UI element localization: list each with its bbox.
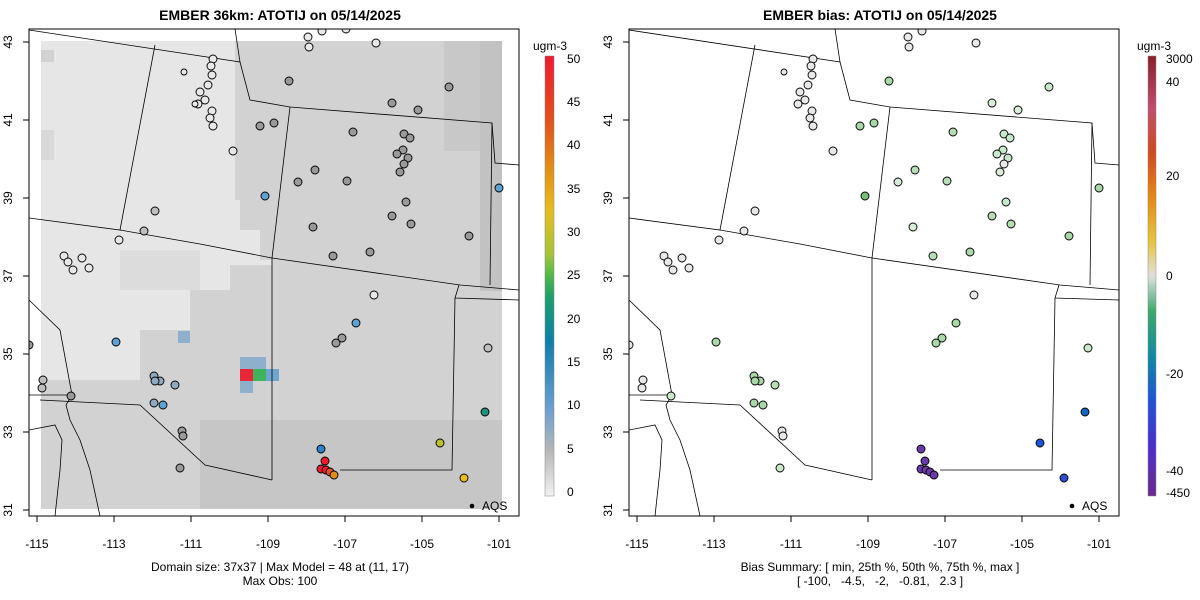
svg-text:50: 50 (567, 52, 581, 66)
svg-text:5: 5 (567, 442, 574, 456)
svg-text:30: 30 (567, 225, 581, 239)
svg-text:-450: -450 (1166, 486, 1190, 500)
svg-text:-111: -111 (180, 537, 203, 551)
model-grid-southeast-region (200, 420, 502, 509)
aqs-legend-marker (469, 503, 475, 509)
svg-text:-101: -101 (1087, 537, 1111, 551)
svg-text:-113: -113 (102, 537, 125, 551)
left-legend-unit: ugm-3 (533, 39, 567, 53)
left-plot-frame (28, 28, 520, 517)
left-legend-tick-labels: 0 5 10 15 20 25 30 35 40 45 50 (567, 52, 581, 499)
right-legend-tick-labels: 3000 40 20 0 -20 -40 -450 (1166, 52, 1193, 500)
svg-text:40: 40 (567, 138, 581, 152)
left-y-axis (23, 41, 29, 511)
model-grid-mid-region (235, 41, 502, 509)
state-borders (29, 29, 519, 516)
right-map-svg: AQS -115 -113 -111 -109 -107 -105 -101 3… (601, 28, 1193, 551)
svg-text:39: 39 (1, 191, 15, 205)
svg-text:25: 25 (567, 268, 581, 282)
left-x-tick-labels: -115 -113 -111 -109 -107 -105 -101 (25, 537, 511, 551)
svg-text:31: 31 (601, 503, 615, 517)
svg-text:40: 40 (1166, 75, 1180, 89)
left-x-axis (36, 516, 500, 522)
svg-text:-105: -105 (410, 537, 434, 551)
right-map-title: EMBER bias: ATOTIJ on 05/14/2025 (763, 7, 997, 23)
svg-text:35: 35 (601, 347, 615, 361)
svg-text:0: 0 (1166, 269, 1173, 283)
right-color-legend-bar (1147, 55, 1157, 497)
svg-text:37: 37 (601, 269, 615, 283)
right-x-axis (636, 516, 1100, 522)
left-footer-line-2: Max Obs: 100 (242, 574, 318, 588)
svg-text:43: 43 (1, 35, 15, 49)
svg-text:-109: -109 (256, 537, 280, 551)
svg-text:-20: -20 (1166, 367, 1184, 381)
right-x-tick-labels: -115 -113 -111 -109 -107 -105 -101 (625, 537, 1111, 551)
svg-text:0: 0 (567, 485, 574, 499)
svg-text:-40: -40 (1166, 464, 1184, 478)
svg-text:20: 20 (567, 312, 581, 326)
svg-text:39: 39 (601, 191, 615, 205)
svg-text:35: 35 (1, 347, 15, 361)
svg-text:41: 41 (1, 113, 15, 127)
svg-text:-107: -107 (333, 537, 357, 551)
svg-text:3000: 3000 (1166, 52, 1193, 66)
svg-text:-113: -113 (702, 537, 725, 551)
svg-text:33: 33 (1, 425, 15, 439)
right-footer-line-1: Bias Summary: [ min, 25th %, 50th %, 75t… (740, 560, 1020, 574)
hotspot-cell (240, 357, 253, 369)
svg-text:10: 10 (567, 398, 581, 412)
left-footer-line-1: Domain size: 37x37 | Max Model = 48 at (… (150, 560, 410, 574)
right-y-tick-labels: 31 33 35 37 39 41 43 (601, 35, 615, 517)
svg-text:45: 45 (567, 95, 581, 109)
svg-text:15: 15 (567, 355, 581, 369)
svg-text:-115: -115 (625, 537, 648, 551)
aqs-legend-label: AQS (482, 499, 507, 513)
right-y-axis (623, 41, 629, 511)
svg-text:20: 20 (1166, 169, 1180, 183)
right-footer-line-2: [ -100, -4.5, -2, -0.81, 2.3 ] (796, 574, 964, 588)
observation-sites (29, 29, 504, 483)
svg-text:-105: -105 (1010, 537, 1034, 551)
left-color-legend-bar (544, 55, 555, 497)
left-y-tick-labels: 31 33 35 37 39 41 43 (1, 35, 15, 517)
svg-text:-101: -101 (487, 537, 511, 551)
left-map-title: EMBER 36km: ATOTIJ on 05/14/2025 (159, 7, 401, 23)
svg-text:-107: -107 (933, 537, 957, 551)
svg-text:41: 41 (601, 113, 615, 127)
svg-text:33: 33 (601, 425, 615, 439)
aqs-legend-label-bias: AQS (1082, 499, 1107, 513)
svg-text:35: 35 (567, 182, 581, 196)
model-concentration-panel: EMBER 36km: ATOTIJ on 05/14/2025 (1, 7, 581, 588)
svg-text:-111: -111 (780, 537, 803, 551)
bias-panel: EMBER bias: ATOTIJ on 05/14/2025 (600, 0, 1200, 600)
right-legend-unit: ugm-3 (1137, 39, 1171, 53)
left-map-svg: AQS -115 -113 -111 -109 -107 -105 -101 3… (1, 28, 581, 551)
svg-text:43: 43 (601, 35, 615, 49)
bias-sites (629, 29, 1104, 483)
svg-text:37: 37 (1, 269, 15, 283)
svg-text:31: 31 (1, 503, 15, 517)
aqs-legend-marker-bias (1069, 503, 1075, 509)
svg-text:-115: -115 (25, 537, 48, 551)
svg-text:-109: -109 (856, 537, 880, 551)
right-plot-frame (628, 28, 1120, 517)
state-borders-bias (629, 29, 1119, 516)
